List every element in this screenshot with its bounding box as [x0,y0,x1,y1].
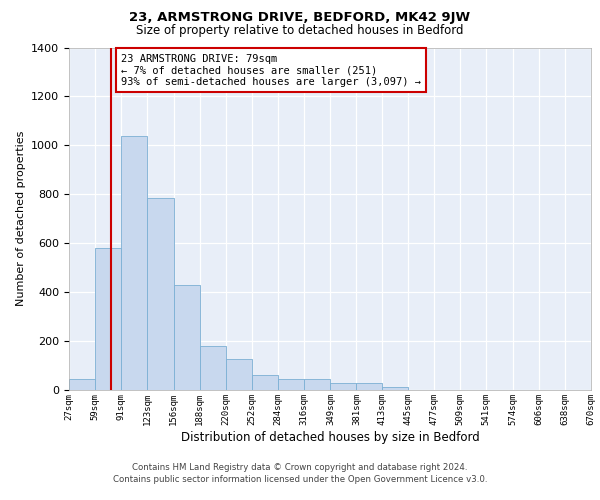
Bar [251,375,278,390]
Text: Size of property relative to detached houses in Bedford: Size of property relative to detached ho… [136,24,464,37]
Bar [147,198,174,390]
Bar [226,358,251,390]
Y-axis label: Number of detached properties: Number of detached properties [16,131,26,306]
Text: Contains public sector information licensed under the Open Government Licence v3: Contains public sector information licen… [113,475,487,484]
Bar [304,379,331,390]
Bar [121,136,147,390]
Bar [382,387,409,390]
Bar [95,248,121,390]
X-axis label: Distribution of detached houses by size in Bedford: Distribution of detached houses by size … [181,430,479,444]
Bar [174,285,200,390]
Text: 23 ARMSTRONG DRIVE: 79sqm
← 7% of detached houses are smaller (251)
93% of semi-: 23 ARMSTRONG DRIVE: 79sqm ← 7% of detach… [121,54,421,87]
Bar [278,379,304,390]
Bar [200,346,226,390]
Text: 23, ARMSTRONG DRIVE, BEDFORD, MK42 9JW: 23, ARMSTRONG DRIVE, BEDFORD, MK42 9JW [130,11,470,24]
Text: Contains HM Land Registry data © Crown copyright and database right 2024.: Contains HM Land Registry data © Crown c… [132,462,468,471]
Bar [356,383,382,390]
Bar [331,382,356,390]
Bar [69,379,95,390]
